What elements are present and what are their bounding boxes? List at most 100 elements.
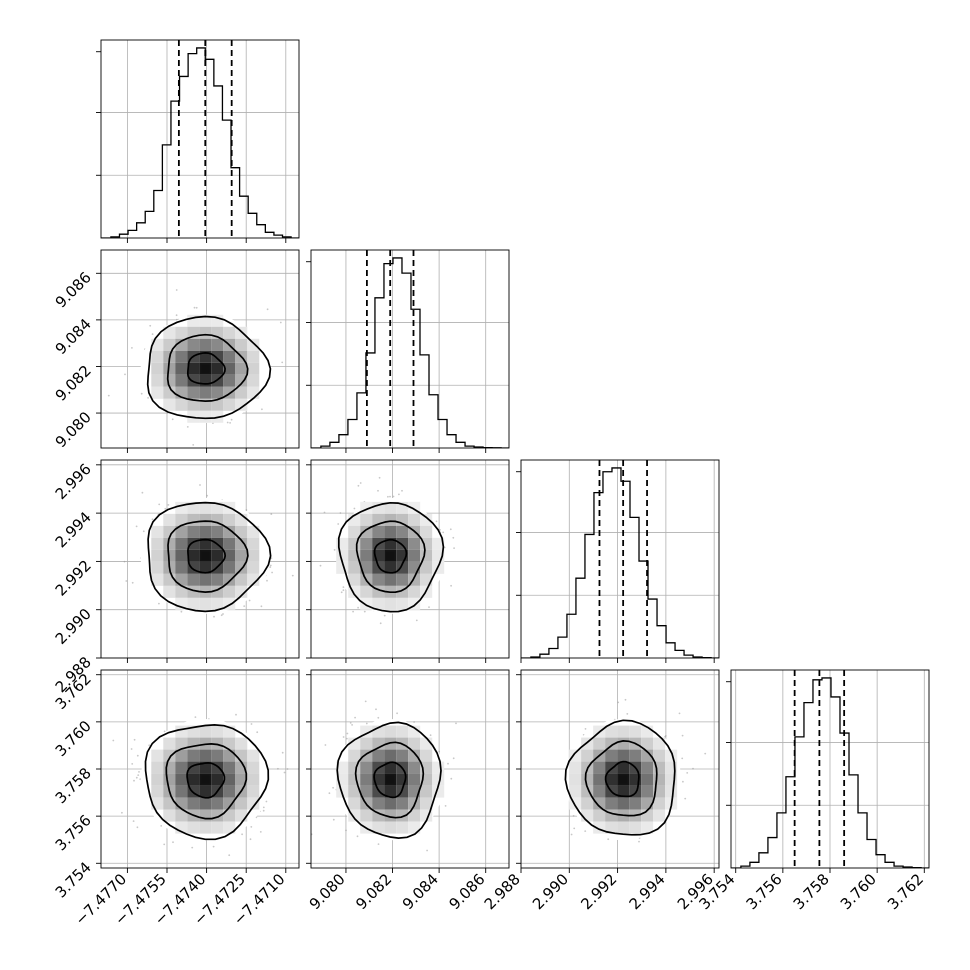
scatter-point [352, 610, 354, 613]
hist-bar-3-8 [813, 680, 822, 868]
density-cell [384, 821, 397, 834]
density-cell [617, 797, 630, 810]
density-cell [235, 398, 248, 411]
density-cell [396, 597, 409, 610]
density-cell [629, 749, 642, 762]
histogram-step-0 [101, 47, 299, 238]
scatter-point [137, 774, 140, 776]
density-cell [235, 809, 248, 822]
scatter-point [249, 838, 252, 841]
density-cell [569, 749, 582, 762]
density-cell [199, 374, 212, 387]
density-cell [199, 573, 212, 586]
density-cell [605, 821, 618, 834]
contour-level-0 [186, 762, 226, 799]
density-cell [151, 537, 164, 550]
panel-frame [310, 249, 510, 449]
scatter-point [435, 520, 438, 523]
ytick-label-1-2: 9.084 [52, 315, 95, 358]
scatter-point [572, 815, 575, 817]
density-cell [360, 585, 373, 598]
scatter-point [624, 698, 627, 701]
contour-level-1 [354, 741, 425, 819]
ytick-label-2-2: 2.992 [52, 557, 95, 600]
density-cell [187, 362, 200, 375]
hist-bar-2-13 [648, 599, 657, 658]
density-cell [199, 386, 212, 399]
density-cell [581, 749, 594, 762]
density-cell [247, 549, 260, 562]
density-cell [175, 785, 188, 798]
density-cell [372, 821, 385, 834]
density-cell [151, 749, 164, 762]
ytick-label-1-1: 9.082 [52, 362, 95, 405]
density-cell [372, 809, 385, 822]
density-cell [187, 386, 200, 399]
density-cell [163, 761, 176, 774]
density-cell [223, 537, 236, 550]
scatter-point [133, 738, 136, 741]
density-cell [641, 737, 654, 750]
density-cell [396, 725, 409, 738]
scatter-point [357, 484, 360, 487]
density-cell [199, 561, 212, 574]
scatter-point [250, 723, 253, 725]
density-cell [199, 326, 212, 339]
scatter-point [692, 767, 694, 770]
scatter-point [250, 826, 253, 828]
density-cell [175, 773, 188, 786]
density-cell [396, 749, 409, 762]
scatter-point [286, 768, 289, 770]
density-cell [396, 561, 409, 574]
density-cell [211, 773, 224, 786]
density-cell [223, 326, 236, 339]
density-cell [247, 749, 260, 762]
density-cell [408, 821, 421, 834]
density-cell [199, 725, 212, 738]
hist-bar-2-4 [567, 614, 576, 658]
scatter-point [158, 602, 160, 605]
density-peak [619, 775, 628, 784]
density-cell [617, 749, 630, 762]
scatter-point [681, 757, 684, 760]
density-cell [187, 749, 200, 762]
density-cell [235, 338, 248, 351]
hist-bar-3-12 [849, 775, 858, 868]
density-cell [408, 749, 421, 762]
xtick-label-2-1: 2.990 [529, 870, 572, 913]
density-cell [247, 773, 260, 786]
hist-bar-3-10 [831, 697, 840, 868]
density-cell [348, 573, 361, 586]
density-cell [199, 597, 212, 610]
density-cell [384, 573, 397, 586]
hist-bar-0-17 [257, 225, 266, 238]
hist-bar-1-7 [384, 264, 393, 448]
scatter-point [151, 333, 154, 335]
scatter-point [158, 503, 161, 506]
density-cell [175, 573, 188, 586]
density-cell [360, 597, 373, 610]
density-cell [211, 525, 224, 538]
hist-bar-2-9 [612, 468, 621, 658]
scatter-point [346, 732, 349, 735]
histogram-step-1 [311, 257, 509, 448]
density-cell [235, 737, 248, 750]
scatter-point [324, 744, 327, 746]
density-cell [211, 821, 224, 834]
scatter-point [131, 763, 134, 765]
density-peak [201, 775, 210, 784]
density-cell [641, 761, 654, 774]
density-cell [223, 561, 236, 574]
density-cell [235, 374, 248, 387]
hist-bar-3-14 [867, 839, 876, 868]
density-cell [396, 773, 409, 786]
density-cell [653, 773, 666, 786]
contour-level-2 [146, 315, 272, 420]
scatter-point [112, 739, 115, 742]
ytick-label-2-4: 2.996 [52, 460, 95, 503]
hist-bar-1-1 [330, 442, 339, 448]
density-cell [151, 374, 164, 387]
contour-level-1 [166, 333, 249, 402]
density-cell [223, 585, 236, 598]
hist-bar-3-5 [786, 777, 795, 868]
